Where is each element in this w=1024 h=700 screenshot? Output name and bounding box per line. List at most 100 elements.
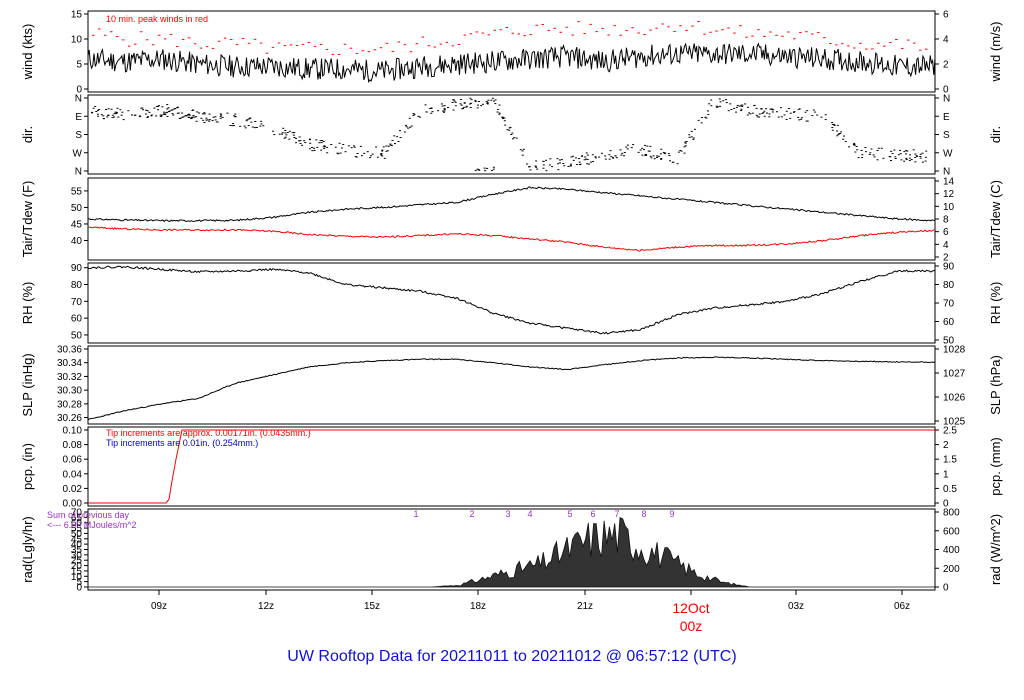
rad-marker: 6 [590, 509, 595, 519]
temperature-yticklabel-right: 10 [943, 202, 955, 213]
rad-yticklabel-right: 600 [943, 526, 960, 537]
panel-rad: rad(Lgly/hr) rad (W/m^2)05101520253035404… [20, 508, 1003, 594]
rad-yticklabel-right: 400 [943, 545, 960, 556]
wind-yticklabel-left: 5 [76, 60, 82, 71]
wind-ylabel-right: wind (m/s) [988, 22, 1003, 83]
dir-yticklabel-left: N [75, 167, 82, 178]
rad-marker: 9 [669, 509, 674, 519]
pcp-ylabel-right: pcp. (mm) [988, 437, 1003, 496]
temperature-ylabel-left: Tair/Tdew (F) [20, 181, 35, 258]
dir-yticklabel-left: E [75, 112, 82, 123]
rad-note-1: Sum of previous day [47, 510, 130, 520]
rh-yticklabel-right: 50 [943, 336, 955, 347]
peak-wind-note: 10 min. peak winds in red [106, 14, 208, 24]
dir-yticklabel-left: W [73, 148, 83, 159]
pcp-yticklabel-left: 0.08 [63, 440, 83, 451]
temperature-yticklabel-right: 12 [943, 189, 955, 200]
rad-note-2: <--- 6.00 MJoules/m^2 [47, 520, 137, 530]
slp-yticklabel-right: 1027 [943, 369, 966, 380]
dir-yticklabel-left: N [75, 94, 82, 105]
rad-yticklabel-right: 200 [943, 564, 960, 575]
slp-yticklabel-left: 30.30 [57, 386, 82, 397]
slp-line-0 [87, 356, 936, 421]
dir-yticklabel-left: S [75, 130, 82, 141]
wind-yticklabel-right: 6 [943, 10, 949, 21]
rad-marker: 8 [641, 509, 646, 519]
rad-yticklabel-left: 50 [71, 529, 83, 540]
rad-marker: 4 [527, 509, 532, 519]
panel-slp: SLP (inHg) SLP (hPa) 30.26 30.28 30.30 30.32 3… [20, 345, 1003, 428]
rad-yticklabel-left: 55 [71, 524, 83, 535]
pcp-yticklabel-left: 0.04 [63, 469, 83, 480]
pcp-yticklabel-left: 0.02 [63, 484, 83, 495]
xtick-label: 03z [788, 601, 804, 612]
rad-yticklabel-left: 10 [71, 572, 83, 583]
temperature-yticklabel-right: 6 [943, 227, 949, 238]
xtick-label: 21z [577, 601, 593, 612]
rad-ylabel-right: rad (W/m^2) [988, 514, 1003, 585]
rh-frame [87, 262, 936, 344]
rad-marker: 7 [614, 509, 619, 519]
rh-ylabel-right: RH (%) [988, 282, 1003, 325]
xtick-label: 06z [894, 601, 910, 612]
slp-yticklabel-left: 30.26 [57, 413, 82, 424]
pcp-yticklabel-right: 0 [943, 499, 949, 510]
slp-yticklabel-left: 30.36 [57, 345, 82, 356]
wind-yticklabel-left: 0 [76, 85, 82, 96]
rad-marker: 5 [567, 509, 572, 519]
temperature-ylabel-right: Tair/Tdew (C) [988, 180, 1003, 258]
slp-yticklabel-left: 30.28 [57, 399, 82, 410]
dir-yticklabel-right: N [943, 94, 950, 105]
rh-ylabel-left: RH (%) [20, 282, 35, 325]
slp-yticklabel-right: 1028 [943, 345, 966, 356]
temperature-line-0 [87, 186, 936, 223]
rh-line-0 [88, 265, 936, 335]
rh-yticklabel-right: 70 [943, 299, 955, 310]
rh-yticklabel-left: 50 [71, 330, 83, 341]
panel-rh: RH (%) RH (%) 50 60 70 80 90 50 60 70 80 90 [20, 262, 1003, 347]
wind-yticklabel-right: 4 [943, 35, 949, 46]
wind-frame [87, 10, 936, 93]
rh-yticklabel-right: 60 [943, 317, 955, 328]
pcp-ylabel-left: pcp. (in) [20, 443, 35, 490]
slp-ylabel-left: SLP (inHg) [20, 353, 35, 416]
rad-yticklabel-left: 65 [71, 513, 83, 524]
rh-yticklabel-right: 90 [943, 262, 955, 273]
wind-yticklabel-left: 15 [71, 10, 83, 21]
date-sub-label: 00z [680, 618, 703, 634]
pcp-yticklabel-right: 2 [943, 440, 949, 451]
wind-yticklabel-right: 0 [943, 85, 949, 96]
temperature-frame [87, 177, 936, 261]
slp-frame [87, 345, 936, 425]
rad-yticklabel-left: 20 [71, 561, 83, 572]
x-axis: 09z 12z 15z 18z 21z 03z 06z 12Oct 00z [151, 590, 910, 634]
rad-ylabel-left: rad(Lgly/hr) [20, 516, 35, 582]
xtick-label: 12z [258, 601, 274, 612]
rad-marker: 2 [469, 509, 474, 519]
rh-yticklabel-left: 90 [71, 263, 83, 274]
temperature-yticklabel-right: 8 [943, 215, 949, 226]
rad-yticklabel-left: 25 [71, 556, 83, 567]
radiation-area [88, 517, 935, 588]
panel-wind: wind (kts) wind (m/s) 0 5 10 15 0 2 4 6 10 min. pe… [20, 10, 1003, 96]
panel-pcp: pcp. (in) pcp. (mm) 0.00 0.02 0.04 0.06 0.08 0.… [20, 426, 1003, 510]
temperature-yticklabel-right: 14 [943, 177, 955, 188]
slp-yticklabel-right: 1026 [943, 393, 966, 404]
rad-yticklabel-right: 0 [943, 583, 949, 594]
slp-ylabel-right: SLP (hPa) [988, 355, 1003, 415]
rad-yticklabel-right: 800 [943, 508, 960, 519]
wind-speed-line [87, 42, 936, 84]
rad-yticklabel-left: 60 [71, 518, 83, 529]
pcp-yticklabel-left: 0.10 [63, 426, 83, 437]
rad-yticklabel-left: 40 [71, 540, 83, 551]
dir-yticklabel-right: S [943, 130, 950, 141]
date-label: 12Oct [672, 600, 709, 616]
rad-yticklabel-left: 35 [71, 545, 83, 556]
chart-title: UW Rooftop Data for 20211011 to 20211012… [287, 648, 737, 665]
xtick-label: 15z [364, 601, 380, 612]
rh-yticklabel-right: 80 [943, 280, 955, 291]
dir-ylabel-left: dir. [20, 126, 35, 143]
pcp-yticklabel-right: 2.5 [943, 426, 957, 437]
rad-marker: 3 [505, 509, 510, 519]
